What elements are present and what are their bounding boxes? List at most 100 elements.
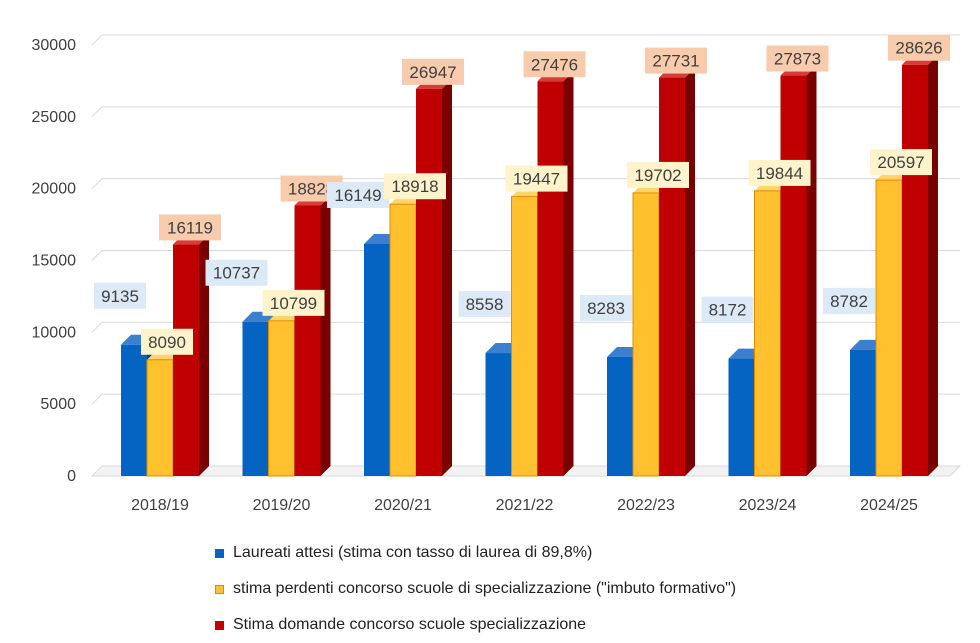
data-label-text: 8283 bbox=[587, 299, 625, 318]
y-tick-label: 0 bbox=[67, 468, 76, 485]
data-label-bg bbox=[580, 295, 632, 322]
data-label-text: 8172 bbox=[709, 301, 747, 320]
x-tick-label: 2018/19 bbox=[131, 497, 189, 514]
data-label: 16149 bbox=[327, 181, 389, 208]
bar bbox=[902, 54, 938, 476]
y-tick-label: 10000 bbox=[32, 324, 77, 341]
bar-front bbox=[659, 77, 685, 477]
y-tick-label: 30000 bbox=[32, 37, 77, 54]
data-label-text: 8782 bbox=[830, 292, 868, 311]
data-label-text: 27476 bbox=[531, 55, 578, 74]
bar-side bbox=[199, 234, 209, 476]
data-label: 20597 bbox=[870, 149, 932, 176]
gridline-diagonal bbox=[91, 106, 103, 118]
data-label-text: 20597 bbox=[877, 153, 924, 172]
bar-front bbox=[416, 88, 442, 476]
data-label-text: 19447 bbox=[513, 170, 560, 189]
bar-front bbox=[902, 64, 928, 476]
data-label-bg bbox=[870, 149, 932, 176]
data-label-text: 8558 bbox=[466, 295, 504, 314]
data-label-bg bbox=[327, 181, 389, 208]
data-label: 8782 bbox=[823, 287, 875, 314]
gridline-diagonal bbox=[91, 250, 103, 261]
bar-front bbox=[121, 344, 147, 476]
data-label: 19844 bbox=[748, 159, 811, 186]
data-label: 19702 bbox=[627, 161, 689, 188]
bar-front bbox=[364, 243, 390, 476]
data-label: 16119 bbox=[159, 214, 221, 241]
data-label: 8558 bbox=[458, 291, 511, 318]
bar-front bbox=[146, 359, 174, 477]
legend-label: stima perdenti concorso scuole di specia… bbox=[233, 580, 737, 597]
bar-front bbox=[728, 358, 755, 476]
data-label-text: 27731 bbox=[652, 52, 699, 71]
data-label: 8172 bbox=[701, 296, 754, 323]
data-label: 19447 bbox=[505, 165, 568, 192]
bar-side bbox=[806, 65, 817, 477]
data-label-bg bbox=[141, 328, 193, 355]
data-labels: 9135 8090 16119 10737 10799 18828 16149 18918 26… bbox=[94, 34, 950, 355]
data-label-text: 19844 bbox=[756, 164, 803, 183]
bar-front bbox=[294, 205, 321, 476]
data-label-text: 18828 bbox=[288, 180, 335, 199]
data-label-bg bbox=[384, 173, 446, 200]
data-label-bg bbox=[645, 47, 707, 74]
data-label-bg bbox=[627, 161, 689, 188]
data-label-bg bbox=[523, 51, 586, 78]
data-label-text: 16149 bbox=[334, 186, 381, 205]
y-tick-label: 20000 bbox=[32, 181, 77, 198]
data-label-text: 28626 bbox=[895, 39, 942, 58]
legend-swatch-red bbox=[215, 620, 224, 630]
data-label-bg bbox=[505, 165, 568, 192]
legend-item-domande: Stima domande concorso scuole specializz… bbox=[215, 607, 736, 643]
data-label-bg bbox=[766, 45, 829, 72]
bar-front bbox=[632, 192, 660, 477]
data-label-bg bbox=[748, 159, 811, 186]
data-label-bg bbox=[823, 287, 875, 314]
data-label-bg bbox=[458, 291, 511, 318]
bar-front bbox=[850, 349, 876, 476]
data-label-bg bbox=[701, 296, 754, 323]
data-label: 8090 bbox=[141, 328, 193, 355]
data-label-text: 9135 bbox=[101, 287, 139, 306]
bar-front bbox=[875, 179, 903, 477]
bar-front bbox=[242, 321, 269, 476]
bar-side bbox=[320, 195, 331, 476]
data-label: 10799 bbox=[262, 289, 325, 316]
legend-swatch-yellow bbox=[215, 584, 224, 594]
data-label-text: 27873 bbox=[774, 50, 821, 69]
bar-front bbox=[754, 190, 781, 477]
bar bbox=[537, 71, 574, 476]
bar-side bbox=[563, 71, 574, 476]
bar-front bbox=[485, 353, 512, 476]
data-label-text: 19702 bbox=[634, 166, 681, 185]
data-label-bg bbox=[262, 289, 325, 316]
legend-swatch-blue bbox=[215, 548, 224, 558]
legend-item-laureati: Laureati attesi (stima con tasso di laur… bbox=[215, 535, 736, 571]
bar-side bbox=[928, 54, 938, 476]
data-label-bg bbox=[159, 214, 221, 241]
bars bbox=[121, 54, 938, 477]
data-label: 27731 bbox=[645, 47, 707, 74]
bar-front bbox=[389, 203, 417, 477]
bar-front bbox=[780, 75, 807, 477]
data-label-text: 10737 bbox=[213, 264, 260, 283]
bar-front bbox=[268, 320, 295, 477]
data-label: 28626 bbox=[888, 34, 950, 61]
y-tick-label: 5000 bbox=[40, 396, 76, 413]
data-label-text: 16119 bbox=[167, 218, 213, 237]
data-label-bg bbox=[402, 58, 464, 85]
bar-front bbox=[511, 196, 538, 477]
bar-front bbox=[607, 357, 633, 476]
data-label-text: 26947 bbox=[409, 63, 456, 82]
data-label: 27873 bbox=[766, 45, 829, 72]
gridline-diagonal bbox=[91, 178, 103, 190]
legend: Laureati attesi (stima con tasso di laur… bbox=[215, 535, 736, 643]
y-tick-label: 25000 bbox=[32, 109, 77, 126]
bar bbox=[659, 67, 695, 477]
data-label-bg bbox=[94, 282, 146, 309]
y-tick-label: 15000 bbox=[32, 253, 77, 270]
gridline-diagonal bbox=[91, 34, 103, 46]
data-label: 18918 bbox=[384, 173, 446, 200]
data-label: 26947 bbox=[402, 58, 464, 85]
